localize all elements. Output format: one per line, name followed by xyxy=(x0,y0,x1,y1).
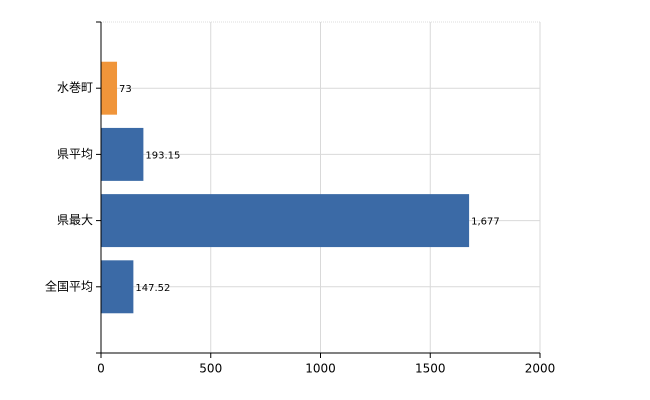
value-label: 1,677 xyxy=(471,217,500,228)
y-tick-label: 県平均 xyxy=(57,147,93,161)
y-tick-label: 全国平均 xyxy=(45,278,93,293)
x-tick-label: 1000 xyxy=(305,362,336,376)
bar xyxy=(101,194,470,248)
bar xyxy=(101,127,144,181)
x-tick-label: 500 xyxy=(199,362,222,376)
y-tick-label: 水巻町 xyxy=(57,81,93,95)
x-tick-label: 0 xyxy=(97,362,105,376)
value-label: 73 xyxy=(119,84,132,95)
y-tick-label: 県最大 xyxy=(57,213,93,227)
value-label: 193.15 xyxy=(145,150,180,161)
bar xyxy=(101,61,118,115)
x-tick-label: 1500 xyxy=(415,362,446,376)
value-label: 147.52 xyxy=(135,283,170,294)
x-tick-label: 2000 xyxy=(525,362,556,376)
bar xyxy=(101,260,134,314)
